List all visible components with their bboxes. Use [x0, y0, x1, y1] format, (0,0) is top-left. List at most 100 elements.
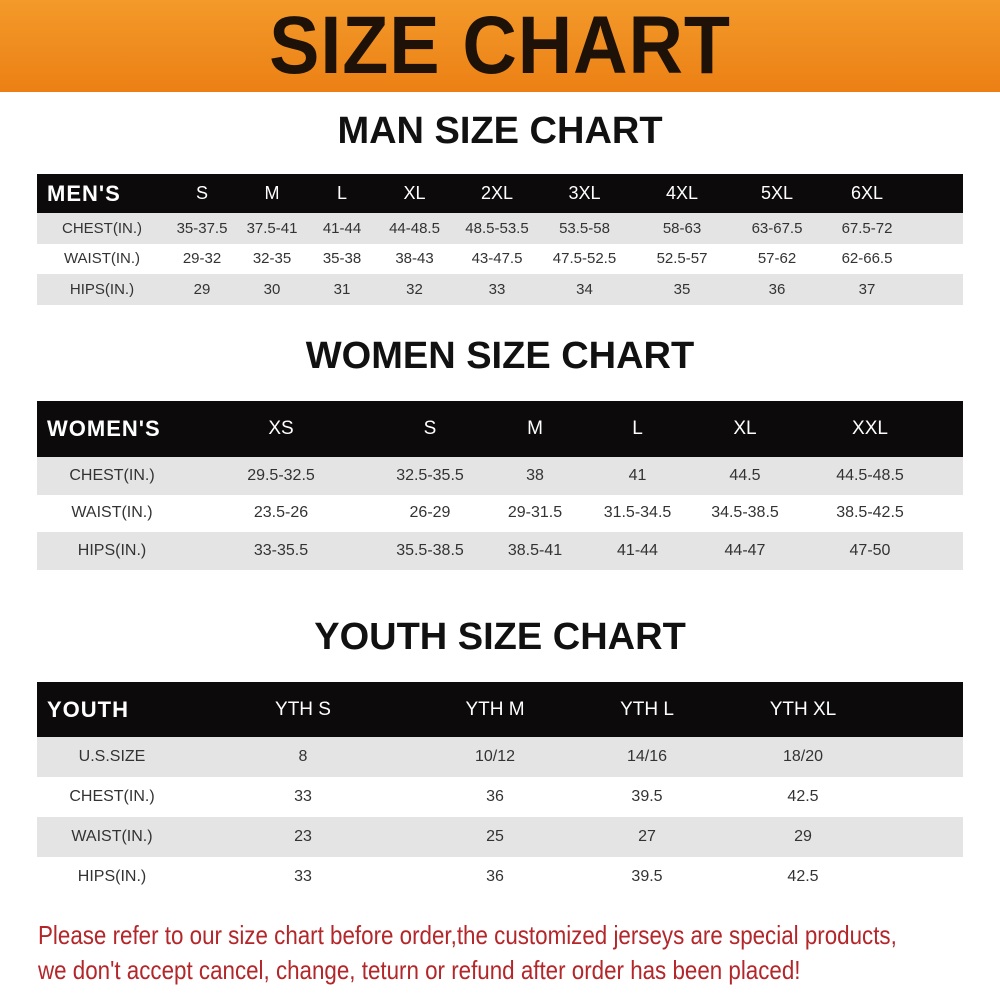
table-cell: 57-62: [757, 250, 797, 268]
table-cell: 18/20: [782, 748, 824, 765]
table-cell: 5XL: [760, 183, 794, 203]
table-cell: XS: [268, 418, 294, 439]
table-cell: 29-31.5: [507, 504, 563, 522]
table-cell: 32: [406, 280, 423, 298]
table-cell: 3XL: [568, 183, 601, 203]
notice-line-2: we don't accept cancel, change, teturn o…: [38, 955, 801, 985]
table-cell: 47.5-52.5: [552, 250, 617, 268]
row-label: HIPS(IN.): [77, 541, 147, 559]
title-banner: SIZE CHART: [0, 0, 1000, 92]
men-section-title: MAN SIZE CHART: [337, 110, 663, 152]
table-cell: 35: [673, 280, 691, 298]
table-cell: 23.5-26: [253, 504, 309, 522]
table-cell: 31: [333, 280, 351, 298]
table-cell: YTH M: [465, 698, 525, 720]
table-cell: 58-63: [662, 219, 702, 237]
table-cell: 44-47: [724, 541, 766, 559]
table-cell: 53.5-58: [559, 219, 610, 237]
table-cell: 8: [298, 748, 308, 765]
table-cell: 48.5-53.5: [465, 219, 529, 237]
table-cell: 42.5: [787, 788, 819, 805]
table-cell: 52.5-57: [656, 250, 708, 268]
row-label: WAIST(IN.): [71, 504, 153, 522]
table-cell: S: [195, 183, 208, 203]
women-section-title: WOMEN SIZE CHART: [305, 335, 695, 377]
table-cell: 36: [486, 788, 504, 805]
table-cell: 14/16: [626, 748, 668, 765]
row-label: CHEST(IN.): [62, 219, 142, 237]
notice-line-1: Please refer to our size chart before or…: [38, 920, 897, 950]
table-row: CHEST(IN.) 35-37.5 37.5-41 41-44 44-48.5 48.5…: [37, 213, 963, 244]
row-label: HIPS(IN.): [77, 868, 147, 885]
table-row: HIPS(IN.) 33-35.5 35.5-38.5 38.5-41 41-44 44-…: [37, 532, 963, 570]
table-cell: 44.5: [729, 466, 761, 484]
table-cell: 39.5: [631, 868, 663, 885]
table-cell: 23: [294, 828, 312, 845]
table-cell: 37.5-41: [246, 219, 298, 237]
table-header-row: MEN'S S M L XL 2XL 3XL 4XL 5XL 6XL: [37, 174, 963, 213]
table-cell: M: [527, 418, 543, 439]
row-label: HIPS(IN.): [69, 280, 135, 298]
table-cell: 38-43: [395, 250, 434, 268]
table-cell: 33: [488, 280, 506, 298]
table-cell: 44-48.5: [389, 219, 440, 237]
table-row: CHEST(IN.) 33 36 39.5 42.5: [37, 777, 963, 817]
row-label: U.S.SIZE: [78, 748, 146, 765]
table-cell: 30: [263, 280, 281, 298]
table-row: HIPS(IN.) 29 30 31 32 33 34 35 36 37: [37, 274, 963, 305]
table-cell: 37: [858, 280, 876, 298]
page-title: SIZE CHART: [269, 0, 731, 91]
table-cell: 42.5: [787, 868, 819, 885]
table-cell: 41-44: [322, 219, 362, 237]
table-cell: 41-44: [617, 541, 658, 559]
table-cell: S: [423, 418, 437, 439]
table-cell: 38: [526, 466, 544, 484]
table-header-row: YOUTH YTH S YTH M YTH L YTH XL: [37, 682, 963, 737]
table-cell: 2XL: [480, 183, 514, 203]
youth-size-table: YOUTH YTH S YTH M YTH L YTH XL U.S.SIZE 8 10/12…: [37, 682, 963, 897]
table-cell: 35-38: [322, 250, 362, 268]
table-cell: 36: [768, 280, 786, 298]
youth-section-title: YOUTH SIZE CHART: [314, 616, 686, 658]
table-cell: 29.5-32.5: [247, 466, 315, 484]
table-row: CHEST(IN.) 29.5-32.5 32.5-35.5 38 41 44.5 44.5…: [37, 457, 963, 495]
table-cell: XL: [733, 418, 757, 439]
table-cell: L: [336, 183, 347, 203]
table-cell: 33: [294, 868, 312, 885]
table-cell: 31.5-34.5: [603, 504, 672, 522]
row-label: WAIST(IN.): [63, 250, 141, 268]
table-row: U.S.SIZE 8 10/12 14/16 18/20: [37, 737, 963, 777]
row-label: CHEST(IN.): [69, 788, 155, 805]
row-label: WAIST(IN.): [71, 828, 153, 845]
row-label: YOUTH: [47, 696, 129, 722]
table-cell: 29: [193, 280, 211, 298]
table-cell: YTH XL: [769, 698, 837, 720]
table-cell: XL: [403, 183, 426, 203]
table-cell: 39.5: [631, 788, 663, 805]
table-row: HIPS(IN.) 33 36 39.5 42.5: [37, 857, 963, 897]
table-cell: XXL: [852, 418, 888, 439]
table-cell: 35-37.5: [176, 219, 228, 237]
table-cell: 35.5-38.5: [396, 541, 464, 559]
table-cell: YTH L: [620, 698, 674, 720]
table-cell: 62-66.5: [841, 250, 893, 268]
table-cell: 63-67.5: [751, 219, 803, 237]
table-cell: 25: [486, 828, 504, 845]
table-cell: 29-32: [182, 250, 222, 268]
table-row: WAIST(IN.) 23.5-26 26-29 29-31.5 31.5-34.5 34…: [37, 494, 963, 532]
row-label: WOMEN'S: [47, 416, 161, 441]
table-cell: 38.5-42.5: [836, 504, 904, 522]
row-label: MEN'S: [47, 180, 121, 206]
table-cell: 10/12: [474, 748, 516, 765]
table-cell: 36: [486, 868, 504, 885]
table-cell: 29: [794, 828, 812, 845]
table-cell: 43-47.5: [471, 250, 523, 268]
men-size-table: MEN'S S M L XL 2XL 3XL 4XL 5XL 6XL CHEST(IN.) 35-37…: [37, 174, 963, 305]
table-cell: YTH S: [275, 698, 331, 720]
table-cell: 32-35: [252, 250, 292, 268]
table-cell: 47-50: [849, 541, 891, 559]
table-cell: 27: [638, 828, 656, 845]
table-cell: 4XL: [665, 183, 699, 203]
table-cell: L: [632, 418, 643, 439]
table-cell: 38.5-41: [507, 541, 563, 559]
